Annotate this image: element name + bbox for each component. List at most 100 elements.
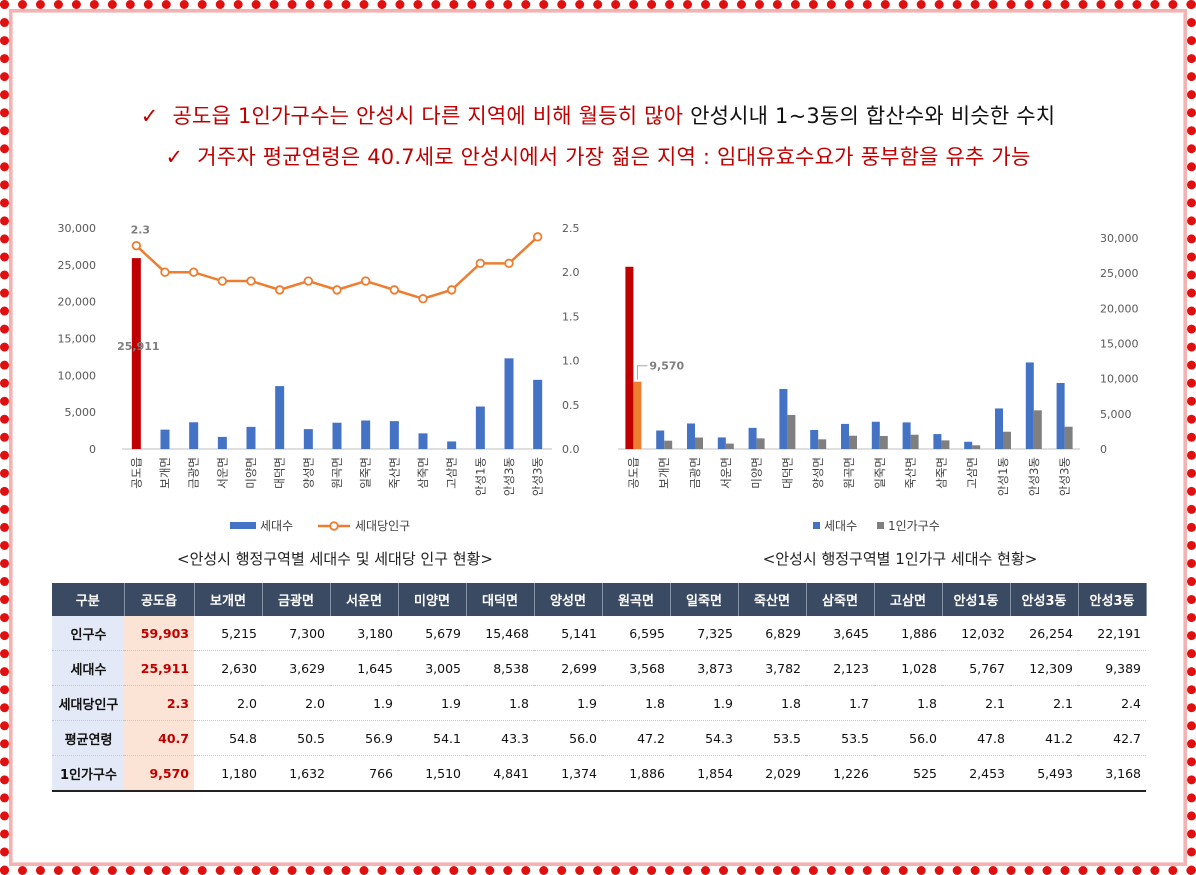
line-point bbox=[131, 240, 142, 251]
bar-households bbox=[841, 423, 849, 449]
left-axis-tick-label: 0 bbox=[89, 443, 96, 456]
chart-single-households-per-region: 0 5,000 10,000 15,000 20,000 25,000 30,000 공도읍 보… bbox=[618, 232, 1139, 533]
table-cell: 1,226 bbox=[806, 755, 874, 792]
table-cell: 2,630 bbox=[194, 650, 262, 686]
bar-households bbox=[160, 429, 170, 449]
table-header-region: 공도읍 bbox=[124, 583, 195, 616]
x-axis-tick-label: 공도읍 bbox=[129, 457, 143, 489]
bar-data-label: 9,570 bbox=[649, 360, 684, 373]
table-cell: 25,911 bbox=[124, 650, 194, 686]
right-axis-tick-label: 2.5 bbox=[562, 222, 580, 235]
table-cell: 1.8 bbox=[738, 685, 806, 721]
table-header-region: 서운면 bbox=[330, 583, 399, 616]
table-cell: 2.4 bbox=[1078, 685, 1146, 721]
x-axis-tick-label: 원곡면 bbox=[842, 457, 856, 489]
x-axis-tick-label: 양성면 bbox=[811, 457, 825, 489]
bar-households bbox=[656, 430, 665, 449]
legend-label: 세대당인구 bbox=[355, 519, 410, 533]
x-axis-tick-label: 금광면 bbox=[688, 457, 702, 489]
table-header-region: 일죽면 bbox=[670, 583, 739, 616]
table-row: 1인가구수 9,570 1,180 1,632 766 1,510 4,841 1,374 1,… bbox=[52, 755, 1146, 792]
bar-households bbox=[1056, 382, 1065, 449]
x-axis-tick-label: 서운면 bbox=[215, 457, 229, 489]
table-cell: 2,699 bbox=[534, 650, 602, 686]
legend-swatch-marker bbox=[329, 521, 339, 531]
table-cell: 1.9 bbox=[398, 685, 466, 721]
table-cell: 26,254 bbox=[1010, 616, 1078, 651]
x-axis-tick-label: 고삼면 bbox=[445, 457, 459, 489]
line-point bbox=[246, 276, 256, 286]
table-cell: 12,032 bbox=[942, 616, 1010, 651]
bar-single-person-households bbox=[1064, 426, 1073, 449]
table-header-region: 대덕면 bbox=[466, 583, 535, 616]
data-label-leader-line bbox=[636, 365, 648, 380]
chart-2-caption: <안성시 행정구역별 1인가구 세대수 현황> bbox=[762, 550, 1038, 568]
x-axis-tick-label: 안성1동 bbox=[473, 457, 487, 496]
right-axis-tick-label: 20,000 bbox=[1100, 302, 1139, 315]
row-label: 인구수 bbox=[52, 616, 124, 651]
bar-single-person-households bbox=[818, 439, 827, 449]
table-cell: 1,886 bbox=[602, 755, 670, 792]
table-cell: 59,903 bbox=[124, 616, 194, 651]
table-cell: 2,453 bbox=[942, 755, 1010, 792]
x-axis-tick-label: 안성1동 bbox=[996, 457, 1010, 496]
bar-households bbox=[1025, 362, 1034, 449]
x-axis-tick-label: 대덕면 bbox=[273, 457, 287, 489]
legend-label: 세대수 bbox=[260, 519, 293, 533]
table-cell: 12,309 bbox=[1010, 650, 1078, 686]
bar-households bbox=[332, 422, 342, 449]
bar-households bbox=[902, 422, 911, 449]
line-point bbox=[532, 232, 543, 242]
bar-households bbox=[717, 437, 726, 449]
left-axis-tick-label: 5,000 bbox=[65, 406, 97, 419]
bar-single-person-households bbox=[787, 414, 796, 449]
bar-single-person-households bbox=[664, 440, 673, 449]
x-axis-tick-label: 고삼면 bbox=[965, 457, 979, 489]
line-point bbox=[188, 267, 199, 277]
line-point bbox=[303, 276, 314, 286]
line-point bbox=[475, 258, 486, 269]
bar-single-person-households bbox=[756, 438, 765, 449]
table-body: 인구수 59,903 5,215 7,300 3,180 5,679 15,468 5,141… bbox=[52, 616, 1146, 792]
table-cell: 3,168 bbox=[1078, 755, 1146, 792]
legend-label: 세대수 bbox=[824, 519, 857, 533]
table-cell: 7,300 bbox=[262, 616, 330, 651]
table-cell: 5,767 bbox=[942, 650, 1010, 686]
headline-2: ✓ 거주자 평균연령은 40.7세로 안성시에서 가장 젊은 지역 : 임대유효수… bbox=[0, 141, 1196, 171]
table-cell: 41.2 bbox=[1010, 720, 1078, 756]
table-cell: 1,510 bbox=[398, 755, 466, 792]
table-cell: 2,029 bbox=[738, 755, 806, 792]
bar-households bbox=[189, 422, 199, 449]
table-cell: 42.7 bbox=[1078, 720, 1146, 756]
legend-swatch-bar bbox=[877, 522, 884, 529]
table-cell: 2.0 bbox=[262, 685, 330, 721]
bar-single-person-households bbox=[972, 445, 981, 449]
x-axis-tick-label: 금광면 bbox=[187, 457, 201, 489]
table-cell: 1,632 bbox=[262, 755, 330, 792]
page-inner-border bbox=[9, 9, 1187, 866]
left-axis-tick-label: 10,000 bbox=[58, 369, 97, 382]
table-cell: 56.0 bbox=[534, 720, 602, 756]
bar-households bbox=[533, 379, 543, 449]
table-header-region: 미양면 bbox=[398, 583, 467, 616]
right-axis-tick-label: 15,000 bbox=[1100, 338, 1139, 351]
right-axis-tick-label: 25,000 bbox=[1100, 267, 1139, 280]
line-point bbox=[389, 285, 400, 295]
table-cell: 2.1 bbox=[1010, 685, 1078, 721]
x-axis-tick-label: 죽산면 bbox=[387, 457, 401, 489]
table-row: 평균연령 40.7 54.8 50.5 56.9 54.1 43.3 56.0 47.2 54.3… bbox=[52, 720, 1146, 756]
row-label: 평균연령 bbox=[52, 720, 124, 756]
table-header-region: 원곡면 bbox=[602, 583, 671, 616]
table-cell: 54.1 bbox=[398, 720, 466, 756]
bar-households bbox=[275, 386, 285, 449]
table-header-region: 고삼면 bbox=[874, 583, 943, 616]
table-cell: 1.7 bbox=[806, 685, 874, 721]
legend-label: 1인가구수 bbox=[888, 519, 940, 533]
table-cell: 1.9 bbox=[670, 685, 738, 721]
table-cell: 1,854 bbox=[670, 755, 738, 792]
bar-households bbox=[389, 421, 399, 449]
table-cell: 1.8 bbox=[466, 685, 534, 721]
bar-households bbox=[995, 408, 1003, 449]
right-axis-tick-label: 5,000 bbox=[1100, 408, 1132, 421]
right-axis-tick-label: 0 bbox=[1100, 443, 1107, 456]
